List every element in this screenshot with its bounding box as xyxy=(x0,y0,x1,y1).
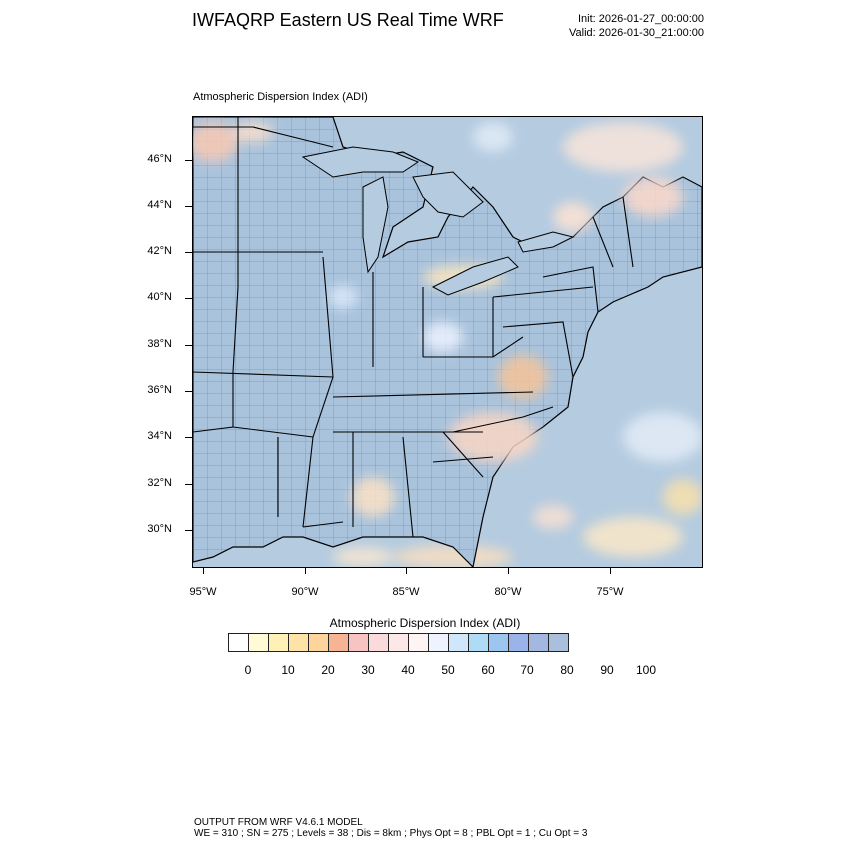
lat-tick-label: 36°N xyxy=(147,384,172,396)
colorbar-box xyxy=(488,633,509,652)
adi-map xyxy=(193,117,702,567)
lat-tick-label: 44°N xyxy=(147,199,172,211)
valid-time: Valid: 2026-01-30_21:00:00 xyxy=(569,27,704,39)
map-panel xyxy=(192,116,703,568)
lat-tick-mark xyxy=(185,437,192,438)
colorbar-box xyxy=(508,633,529,652)
lat-tick-mark xyxy=(185,298,192,299)
map-label: Atmospheric Dispersion Index (ADI) xyxy=(193,91,368,103)
lat-tick-label: 32°N xyxy=(147,477,172,489)
colorbar-box xyxy=(308,633,329,652)
lon-tick-mark xyxy=(406,568,407,574)
colorbar-box xyxy=(548,633,569,652)
lat-tick-label: 40°N xyxy=(147,291,172,303)
colorbar-box xyxy=(348,633,369,652)
colorbar-box xyxy=(328,633,349,652)
lat-tick-mark xyxy=(185,345,192,346)
colorbar-tick-label: 10 xyxy=(281,663,295,677)
lon-tick-mark xyxy=(305,568,306,574)
lat-tick-mark xyxy=(185,206,192,207)
lat-tick-label: 30°N xyxy=(147,523,172,535)
colorbar-box xyxy=(228,633,249,652)
colorbar-box xyxy=(408,633,429,652)
colorbar-box xyxy=(368,633,389,652)
colorbar-box xyxy=(448,633,469,652)
lat-tick-mark xyxy=(185,484,192,485)
colorbar-tick-label: 60 xyxy=(481,663,495,677)
colorbar-tick-label: 40 xyxy=(401,663,415,677)
lat-tick-label: 46°N xyxy=(147,153,172,165)
lon-tick-label: 85°W xyxy=(392,586,420,598)
colorbar xyxy=(228,633,569,652)
colorbar-tick-label: 70 xyxy=(520,663,534,677)
colorbar-tick-label: 100 xyxy=(635,663,657,677)
colorbar-tick-label: 20 xyxy=(321,663,335,677)
colorbar-tick-label: 50 xyxy=(441,663,455,677)
colorbar-tick-label: 0 xyxy=(244,663,252,677)
lat-tick-mark xyxy=(185,252,192,253)
lon-tick-label: 75°W xyxy=(596,586,624,598)
lat-tick-label: 42°N xyxy=(147,245,172,257)
lon-tick-mark xyxy=(203,568,204,574)
lon-tick-label: 80°W xyxy=(494,586,522,598)
page-title: IWFAQRP Eastern US Real Time WRF xyxy=(192,10,504,30)
colorbar-box xyxy=(388,633,409,652)
lat-tick-label: 34°N xyxy=(147,430,172,442)
colorbar-box xyxy=(528,633,549,652)
canada-border xyxy=(193,126,334,148)
model-info-line2: WE = 310 ; SN = 275 ; Levels = 38 ; Dis … xyxy=(194,828,588,839)
lon-tick-mark xyxy=(508,568,509,574)
state-boundaries xyxy=(193,117,634,538)
colorbar-tick-label: 30 xyxy=(361,663,375,677)
colorbar-title: Atmospheric Dispersion Index (ADI) xyxy=(329,616,521,630)
colorbar-box xyxy=(268,633,289,652)
colorbar-box xyxy=(428,633,449,652)
lat-tick-label: 38°N xyxy=(147,338,172,350)
lon-tick-label: 95°W xyxy=(189,586,217,598)
colorbar-box xyxy=(288,633,309,652)
colorbar-tick-label: 80 xyxy=(560,663,574,677)
colorbar-box xyxy=(248,633,269,652)
lat-tick-mark xyxy=(185,160,192,161)
ocean-variation xyxy=(333,122,702,567)
lon-tick-mark xyxy=(610,568,611,574)
great-lakes xyxy=(301,146,575,296)
colorbar-tick-label: 90 xyxy=(600,663,614,677)
lon-tick-label: 90°W xyxy=(291,586,319,598)
lat-tick-mark xyxy=(185,530,192,531)
model-info-line1: OUTPUT FROM WRF V4.6.1 MODEL xyxy=(194,817,363,828)
init-time: Init: 2026-01-27_00:00:00 xyxy=(578,13,704,25)
lat-tick-mark xyxy=(185,391,192,392)
colorbar-box xyxy=(468,633,489,652)
